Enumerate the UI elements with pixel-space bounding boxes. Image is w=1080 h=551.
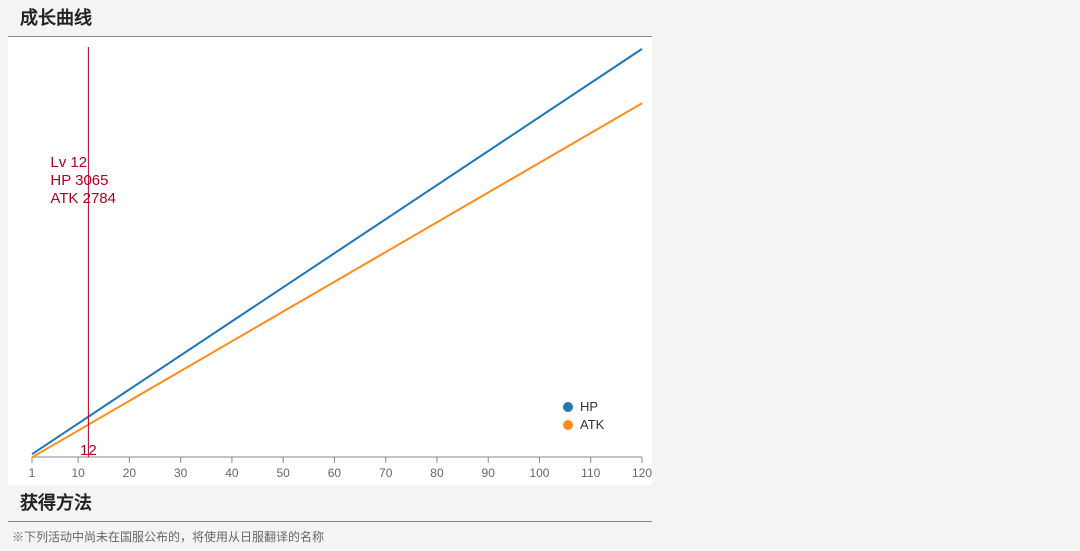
x-tick-label: 30 <box>174 466 188 480</box>
series-line-hp <box>32 49 642 454</box>
cursor_hp: HP 3065 <box>50 172 108 189</box>
x-tick-label: 70 <box>379 466 393 480</box>
x-tick-label: 10 <box>71 466 85 480</box>
x-tick-label: 50 <box>276 466 290 480</box>
x-tick-label: 90 <box>482 466 496 480</box>
series-line-atk <box>32 103 642 457</box>
legend-marker-atk <box>563 420 573 430</box>
x-tick-label: 20 <box>123 466 137 480</box>
x-tick-label: 1 <box>29 466 36 480</box>
x-tick-label: 40 <box>225 466 239 480</box>
footnote-text: ※下列活动中尚未在国服公布的，将使用从日服翻译的名称 <box>0 522 660 551</box>
x-tick-label: 100 <box>529 466 549 480</box>
x-tick-label: 120 <box>632 466 652 480</box>
cursor_atk: ATK 2784 <box>50 190 116 207</box>
legend-marker-hp <box>563 402 573 412</box>
x-tick-label: 80 <box>430 466 444 480</box>
legend-label-hp: HP <box>580 399 598 414</box>
growth-chart[interactable]: 1102030405060708090100110120Lv 12HP 3065… <box>8 37 652 485</box>
cursor_lv: Lv 12 <box>50 154 87 171</box>
cursor-x-label: 12 <box>80 442 97 459</box>
x-tick-label: 110 <box>581 466 600 480</box>
legend-label-atk: ATK <box>580 417 605 432</box>
section-title-growth: 成长曲线 <box>8 0 652 37</box>
section-title-obtain: 获得方法 <box>8 485 652 522</box>
x-tick-label: 60 <box>328 466 342 480</box>
